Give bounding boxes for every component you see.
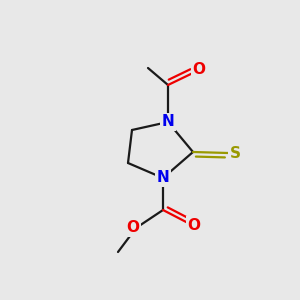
Text: O: O [193,62,206,77]
Text: O: O [127,220,140,236]
Text: S: S [230,146,241,160]
Text: N: N [162,115,174,130]
Text: N: N [157,170,169,185]
Text: O: O [188,218,200,232]
